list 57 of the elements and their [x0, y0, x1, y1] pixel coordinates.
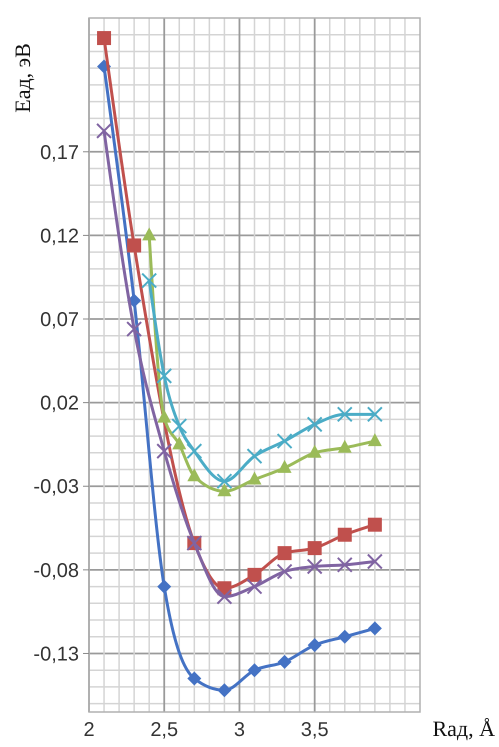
point: [248, 472, 262, 485]
point: [246, 578, 262, 595]
point: [336, 406, 353, 422]
point: [278, 460, 292, 473]
point: [156, 443, 172, 460]
point: [368, 518, 382, 532]
y-tick-label: 0,12: [40, 225, 79, 248]
point: [187, 468, 202, 482]
point: [171, 418, 188, 434]
point: [278, 654, 292, 669]
point: [216, 473, 232, 490]
point: [141, 272, 158, 289]
x-axis-title: Rад, Å: [432, 716, 496, 741]
point: [276, 564, 293, 580]
point: [217, 483, 232, 496]
point: [157, 410, 172, 423]
point: [308, 541, 322, 556]
point: [126, 321, 142, 338]
point: [308, 444, 322, 458]
point: [186, 443, 202, 460]
point: [368, 433, 382, 446]
point: [246, 448, 262, 464]
point: [338, 440, 352, 453]
y-tick-label: 0,02: [40, 392, 79, 415]
point: [336, 556, 353, 573]
point: [278, 546, 292, 560]
y-tick-label: -0,03: [33, 476, 79, 498]
y-axis-title: Eад, эВ: [10, 43, 35, 113]
point: [172, 436, 186, 450]
point: [306, 558, 323, 575]
point: [157, 580, 172, 594]
point: [338, 630, 352, 644]
y-tick-label: 0,07: [40, 309, 79, 332]
y-tick-label: -0,13: [33, 643, 79, 666]
point: [97, 31, 112, 46]
point: [308, 638, 322, 652]
point: [127, 238, 142, 252]
point: [368, 621, 382, 636]
y-tick-label: -0,08: [33, 560, 79, 582]
point: [142, 227, 156, 240]
point: [156, 368, 172, 384]
x-tick-label: 3,5: [300, 719, 329, 741]
point: [187, 672, 202, 686]
x-tick-label: 2: [83, 719, 95, 741]
point: [276, 433, 293, 450]
point: [248, 663, 262, 678]
point: [217, 683, 232, 698]
point: [306, 416, 323, 432]
x-tick-label: 3: [234, 719, 246, 741]
point: [216, 588, 232, 605]
y-tick-label: 0,17: [40, 142, 79, 164]
point: [96, 122, 112, 139]
x-tick-label: 2,5: [150, 719, 178, 741]
point: [366, 553, 383, 570]
point: [366, 406, 383, 422]
point: [338, 528, 352, 542]
point: [248, 568, 262, 582]
